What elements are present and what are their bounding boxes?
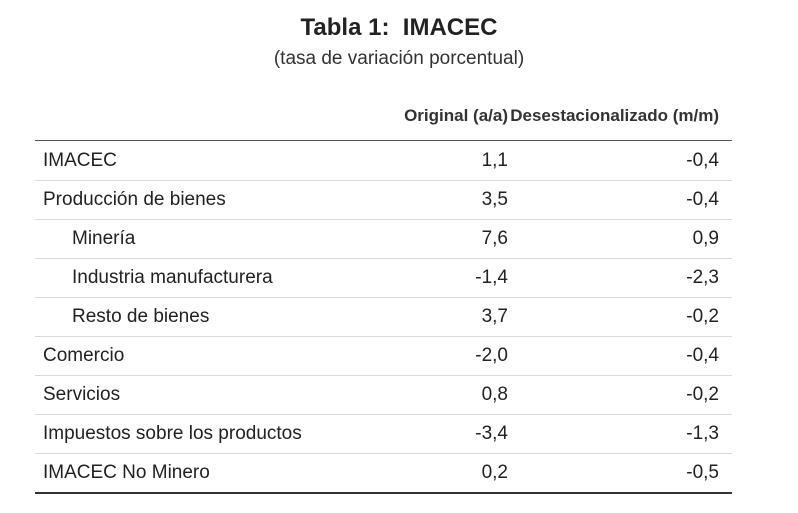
row-desestacionalizado-value: -0,2 (508, 375, 732, 415)
row-desestacionalizado-value: -0,4 (508, 336, 732, 376)
table-row: Servicios 0,8 -0,2 (35, 375, 732, 415)
row-label: Minería (35, 219, 335, 259)
header-label (35, 92, 335, 141)
row-desestacionalizado-value: -2,3 (508, 258, 732, 298)
table-title: Tabla 1: IMACEC (300, 14, 498, 41)
row-desestacionalizado-value: -0,4 (508, 180, 732, 220)
row-original-value: -2,0 (335, 336, 508, 376)
row-original-value: -3,4 (335, 414, 508, 454)
table-row: IMACEC 1,1 -0,4 (35, 140, 732, 181)
row-original-value: 3,7 (335, 297, 508, 337)
table-row: Resto de bienes 3,7 -0,2 (35, 297, 732, 337)
row-label: Resto de bienes (35, 297, 335, 337)
header-desestacionalizado: Desestacionalizado (m/m) (508, 92, 732, 141)
table-row: Producción de bienes 3,5 -0,4 (35, 180, 732, 220)
row-label: Servicios (35, 375, 335, 415)
row-original-value: 1,1 (335, 140, 508, 181)
table-row: Comercio -2,0 -0,4 (35, 336, 732, 376)
row-desestacionalizado-value: -1,3 (508, 414, 732, 454)
table-row: Minería 7,6 0,9 (35, 219, 732, 259)
header-original: Original (a/a) (335, 92, 508, 141)
table-header-row: Original (a/a) Desestacionalizado (m/m) (35, 92, 732, 141)
row-desestacionalizado-value: 0,9 (508, 219, 732, 259)
row-original-value: 7,6 (335, 219, 508, 259)
table-subtitle: (tasa de variación porcentual) (273, 48, 525, 69)
row-label: IMACEC (35, 140, 335, 181)
table-row: IMACEC No Minero 0,2 -0,5 (35, 453, 732, 494)
row-label: Producción de bienes (35, 180, 335, 220)
row-desestacionalizado-value: -0,2 (508, 297, 732, 337)
row-original-value: 0,2 (335, 453, 508, 494)
table-row: Impuestos sobre los productos -3,4 -1,3 (35, 414, 732, 454)
row-desestacionalizado-value: -0,4 (508, 140, 732, 181)
row-label: Comercio (35, 336, 335, 376)
row-desestacionalizado-value: -0,5 (508, 453, 732, 494)
row-label: Impuestos sobre los productos (35, 414, 335, 454)
row-original-value: -1,4 (335, 258, 508, 298)
imacec-table: Original (a/a) Desestacionalizado (m/m) … (35, 92, 732, 494)
table-row: Industria manufacturera -1,4 -2,3 (35, 258, 732, 298)
row-label: IMACEC No Minero (35, 453, 335, 494)
row-original-value: 0,8 (335, 375, 508, 415)
row-original-value: 3,5 (335, 180, 508, 220)
row-label: Industria manufacturera (35, 258, 335, 298)
